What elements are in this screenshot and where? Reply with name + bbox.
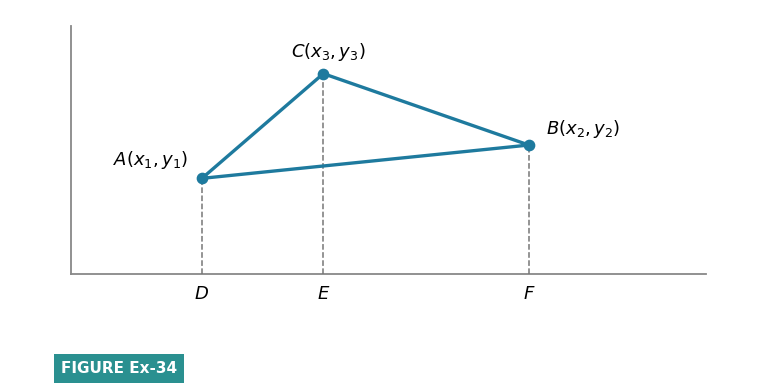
Point: [196, 175, 208, 181]
Text: $F$: $F$: [522, 285, 535, 303]
Point: [317, 71, 329, 77]
Text: $A(x_1, y_1)$: $A(x_1, y_1)$: [113, 149, 188, 171]
Text: $D$: $D$: [195, 285, 210, 303]
Text: FIGURE Ex-34: FIGURE Ex-34: [61, 361, 176, 376]
Text: $B(x_2, y_2)$: $B(x_2, y_2)$: [546, 118, 620, 140]
Text: $C(x_3, y_3)$: $C(x_3, y_3)$: [291, 41, 366, 63]
Point: [523, 142, 535, 148]
Text: $E$: $E$: [316, 285, 330, 303]
